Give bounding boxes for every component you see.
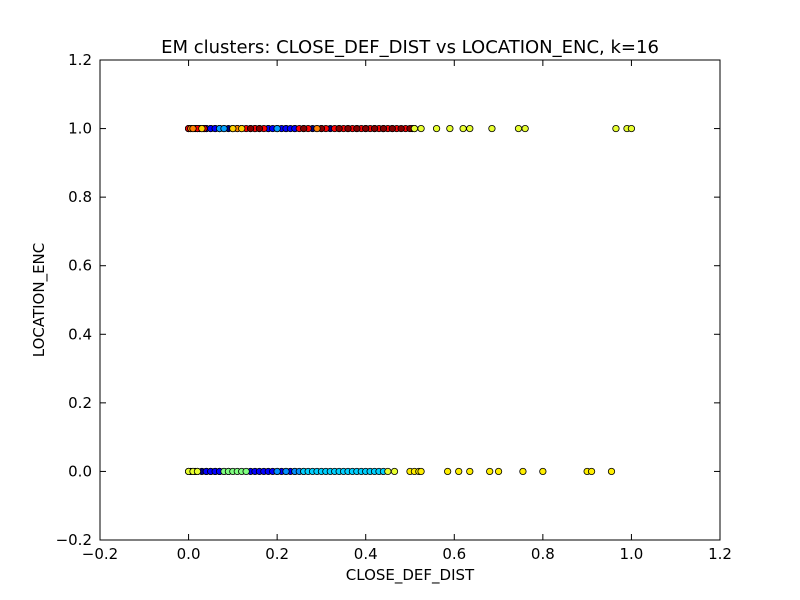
y-tick-label: 0.2	[68, 394, 92, 412]
scatter-point	[189, 124, 197, 133]
scatter-point	[384, 467, 392, 476]
scatter-point	[220, 124, 228, 133]
scatter-point	[229, 124, 237, 133]
scatter-point	[362, 124, 370, 133]
scatter-point	[344, 124, 352, 133]
scatter-point	[255, 124, 264, 133]
scatter-point	[353, 124, 361, 133]
plot-area	[100, 60, 720, 540]
x-tick-label: 0.0	[177, 545, 201, 563]
scatter-point	[444, 467, 452, 476]
scatter-point	[514, 124, 523, 133]
x-tick-label: 0.6	[442, 545, 466, 563]
y-tick-label: 1.2	[68, 51, 92, 69]
y-tick-label: 0.8	[68, 188, 92, 206]
scatter-point	[486, 467, 494, 476]
scatter-point	[539, 467, 547, 476]
scatter-point	[379, 124, 388, 133]
scatter-point	[246, 124, 255, 133]
scatter-point	[587, 467, 596, 476]
scatter-point	[455, 467, 463, 476]
series-11	[300, 467, 388, 476]
scatter-point	[612, 124, 620, 133]
y-tick-label: 0.0	[68, 462, 92, 480]
x-tick-label: −0.2	[82, 545, 118, 563]
chart-title: EM clusters: CLOSE_DEF_DIST vs LOCATION_…	[161, 37, 659, 58]
y-tick-label: 0.4	[68, 325, 92, 343]
y-axis-label: LOCATION_ENC	[30, 243, 49, 358]
scatter-point	[466, 467, 474, 476]
y-tick-label: 1.0	[68, 120, 92, 138]
x-tick-label: 0.4	[354, 545, 378, 563]
series-4	[187, 124, 321, 133]
scatter-point	[282, 467, 290, 476]
scatter-point	[198, 124, 206, 133]
scatter-point	[417, 467, 425, 476]
scatter-point	[519, 467, 527, 476]
x-tick-label: 1.0	[619, 545, 643, 563]
x-tick-label: 0.8	[531, 545, 555, 563]
series-12	[220, 467, 250, 476]
scatter-point	[273, 467, 281, 476]
plot-frame	[99, 59, 721, 541]
scatter-point	[313, 124, 321, 133]
scatter-point	[459, 124, 467, 133]
scatter-point	[607, 467, 616, 476]
y-tick-label: −0.2	[56, 531, 92, 549]
scatter-point	[494, 467, 503, 476]
x-axis-label: CLOSE_DEF_DIST	[346, 566, 475, 585]
scatter-point	[410, 124, 419, 133]
scatter-point	[417, 124, 425, 133]
series-13	[184, 467, 399, 476]
scatter-point	[446, 124, 454, 133]
x-tick-label: 1.2	[708, 545, 732, 563]
scatter-point	[273, 124, 281, 133]
series-5	[198, 124, 246, 133]
points-layer	[184, 124, 636, 476]
scatter-point	[390, 467, 399, 476]
x-tick-label: 0.2	[265, 545, 289, 563]
scatter-point	[193, 467, 202, 476]
scatter-point	[397, 124, 405, 133]
scatter-point	[335, 124, 343, 133]
scatter-point	[432, 124, 441, 133]
scatter-point	[370, 124, 379, 133]
series-14	[406, 467, 616, 476]
scatter-point	[488, 124, 496, 133]
scatter-point	[238, 124, 246, 133]
scatter-point	[466, 124, 474, 133]
scatter-point	[242, 467, 250, 476]
series-6	[215, 124, 281, 133]
ticks-layer: −0.2 0.0 0.2 0.4 0.6 0.8 1.0 1.2 −0.2 0.0 0.2 0.4 0.…	[56, 51, 732, 563]
scatter-point	[521, 124, 529, 133]
series-7	[410, 124, 636, 133]
scatter-point	[627, 124, 636, 133]
y-tick-label: 0.6	[68, 257, 92, 275]
scatter-point	[300, 124, 308, 133]
scatter-point	[388, 124, 396, 133]
